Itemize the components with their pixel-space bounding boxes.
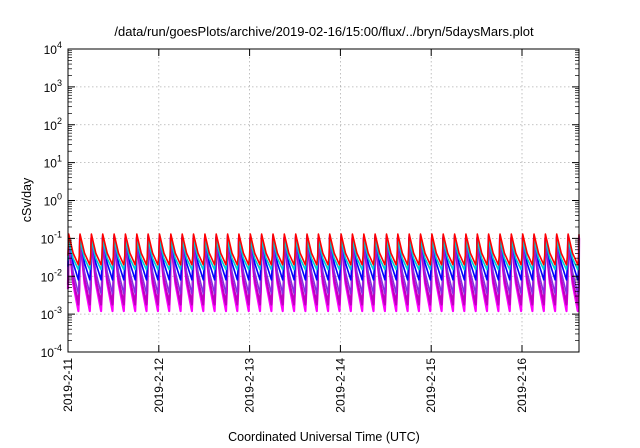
y-tick-label: 103 — [44, 78, 62, 95]
y-axis-label: cSv/day — [20, 177, 34, 222]
y-tick-label: 102 — [44, 116, 62, 133]
x-tick-label: 2019-2-16 — [515, 358, 529, 413]
x-tick-label: 2019-2-12 — [152, 358, 166, 413]
y-tick-label: 10-2 — [41, 267, 62, 284]
chart-title: /data/run/goesPlots/archive/2019-02-16/1… — [114, 24, 534, 39]
x-tick-label: 2019-2-14 — [333, 358, 347, 413]
series-line — [67, 236, 580, 295]
y-tick-label: 10-1 — [41, 229, 62, 246]
y-tick-label: 104 — [44, 40, 62, 57]
x-tick-label: 2019-2-15 — [424, 358, 438, 413]
series-group — [66, 233, 581, 313]
y-tick-label: 10-3 — [41, 305, 62, 322]
x-axis-label: Coordinated Universal Time (UTC) — [228, 430, 420, 444]
series-line — [67, 234, 580, 281]
y-tick-label: 10-4 — [41, 343, 62, 360]
y-tick-label: 100 — [44, 192, 62, 209]
x-tick-label: 2019-2-13 — [243, 358, 257, 413]
series-line — [66, 237, 581, 306]
series-line — [67, 233, 580, 266]
y-tick-label: 101 — [44, 154, 62, 171]
series-line — [67, 239, 580, 271]
x-tick-label: 2019-2-11 — [61, 358, 75, 412]
tick-group: 10-4 10-3 10-2 10-1 100 101 102 103 104 2019-2-11… — [41, 40, 579, 413]
